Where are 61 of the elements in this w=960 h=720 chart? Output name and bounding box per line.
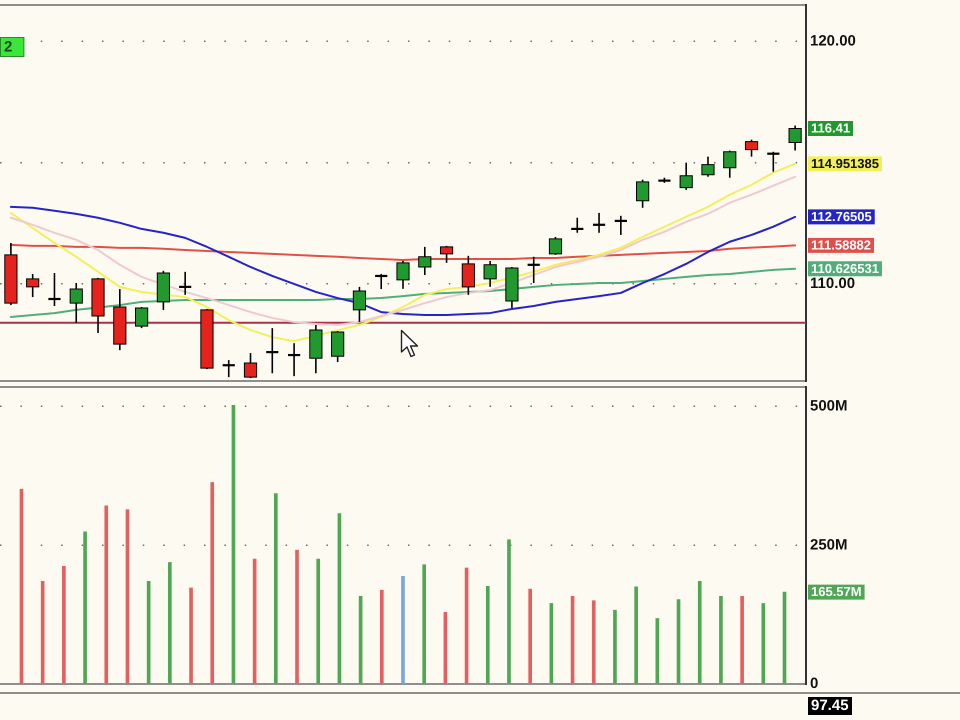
bar <box>338 513 342 684</box>
data-label: 112.76505 <box>811 208 872 224</box>
bar <box>740 596 744 684</box>
y-tick-label: 250M <box>810 536 848 554</box>
bar <box>168 562 172 684</box>
bar <box>656 618 660 684</box>
data-label: 110.626531 <box>811 260 879 276</box>
bar <box>20 488 24 684</box>
bar <box>782 592 786 684</box>
bar <box>634 586 638 684</box>
candlestick <box>614 215 628 236</box>
candlestick <box>526 256 541 284</box>
y-tick-label: 110.00 <box>810 275 856 292</box>
bar <box>358 596 362 684</box>
bar <box>550 603 554 684</box>
bar <box>274 493 278 684</box>
y-tick-label: 500M <box>810 398 848 415</box>
bar <box>507 539 511 684</box>
bar <box>146 580 150 684</box>
candlestick <box>374 273 388 290</box>
bar <box>528 588 532 684</box>
candlestick <box>265 327 280 374</box>
bar <box>252 558 256 684</box>
bar <box>210 482 214 684</box>
data-label: 114.951385 <box>811 156 879 171</box>
text: 116.41 <box>811 120 850 136</box>
bar <box>444 612 448 684</box>
candlestick <box>47 272 62 307</box>
bar <box>316 558 320 684</box>
bar <box>83 532 87 684</box>
bar <box>676 599 680 684</box>
bar <box>295 550 299 684</box>
bar <box>570 596 574 684</box>
candlestick <box>222 359 236 378</box>
candlestick <box>570 216 584 234</box>
bar <box>464 568 468 684</box>
bar <box>719 596 723 684</box>
bar <box>380 590 384 684</box>
annotation: 2 <box>4 38 12 56</box>
bar <box>401 576 405 684</box>
candlestick <box>592 212 606 234</box>
bar <box>422 564 426 684</box>
candlestick <box>286 342 302 377</box>
y-tick-label: 0 <box>810 675 818 692</box>
bar <box>592 600 596 684</box>
bar <box>232 404 236 684</box>
text: 165.57M <box>811 584 862 600</box>
bar <box>62 566 66 684</box>
candlestick <box>766 150 781 172</box>
bar <box>126 509 130 684</box>
bar <box>761 603 766 684</box>
y-tick-label: 120.00 <box>810 32 856 50</box>
bar <box>486 586 490 684</box>
bar <box>613 610 617 684</box>
data-label: 111.58882 <box>811 238 872 253</box>
text: 97.45 <box>808 697 852 715</box>
bar <box>189 588 193 684</box>
bar <box>40 580 45 684</box>
bar <box>698 580 702 684</box>
candlestick <box>178 271 192 296</box>
bar <box>104 505 108 684</box>
